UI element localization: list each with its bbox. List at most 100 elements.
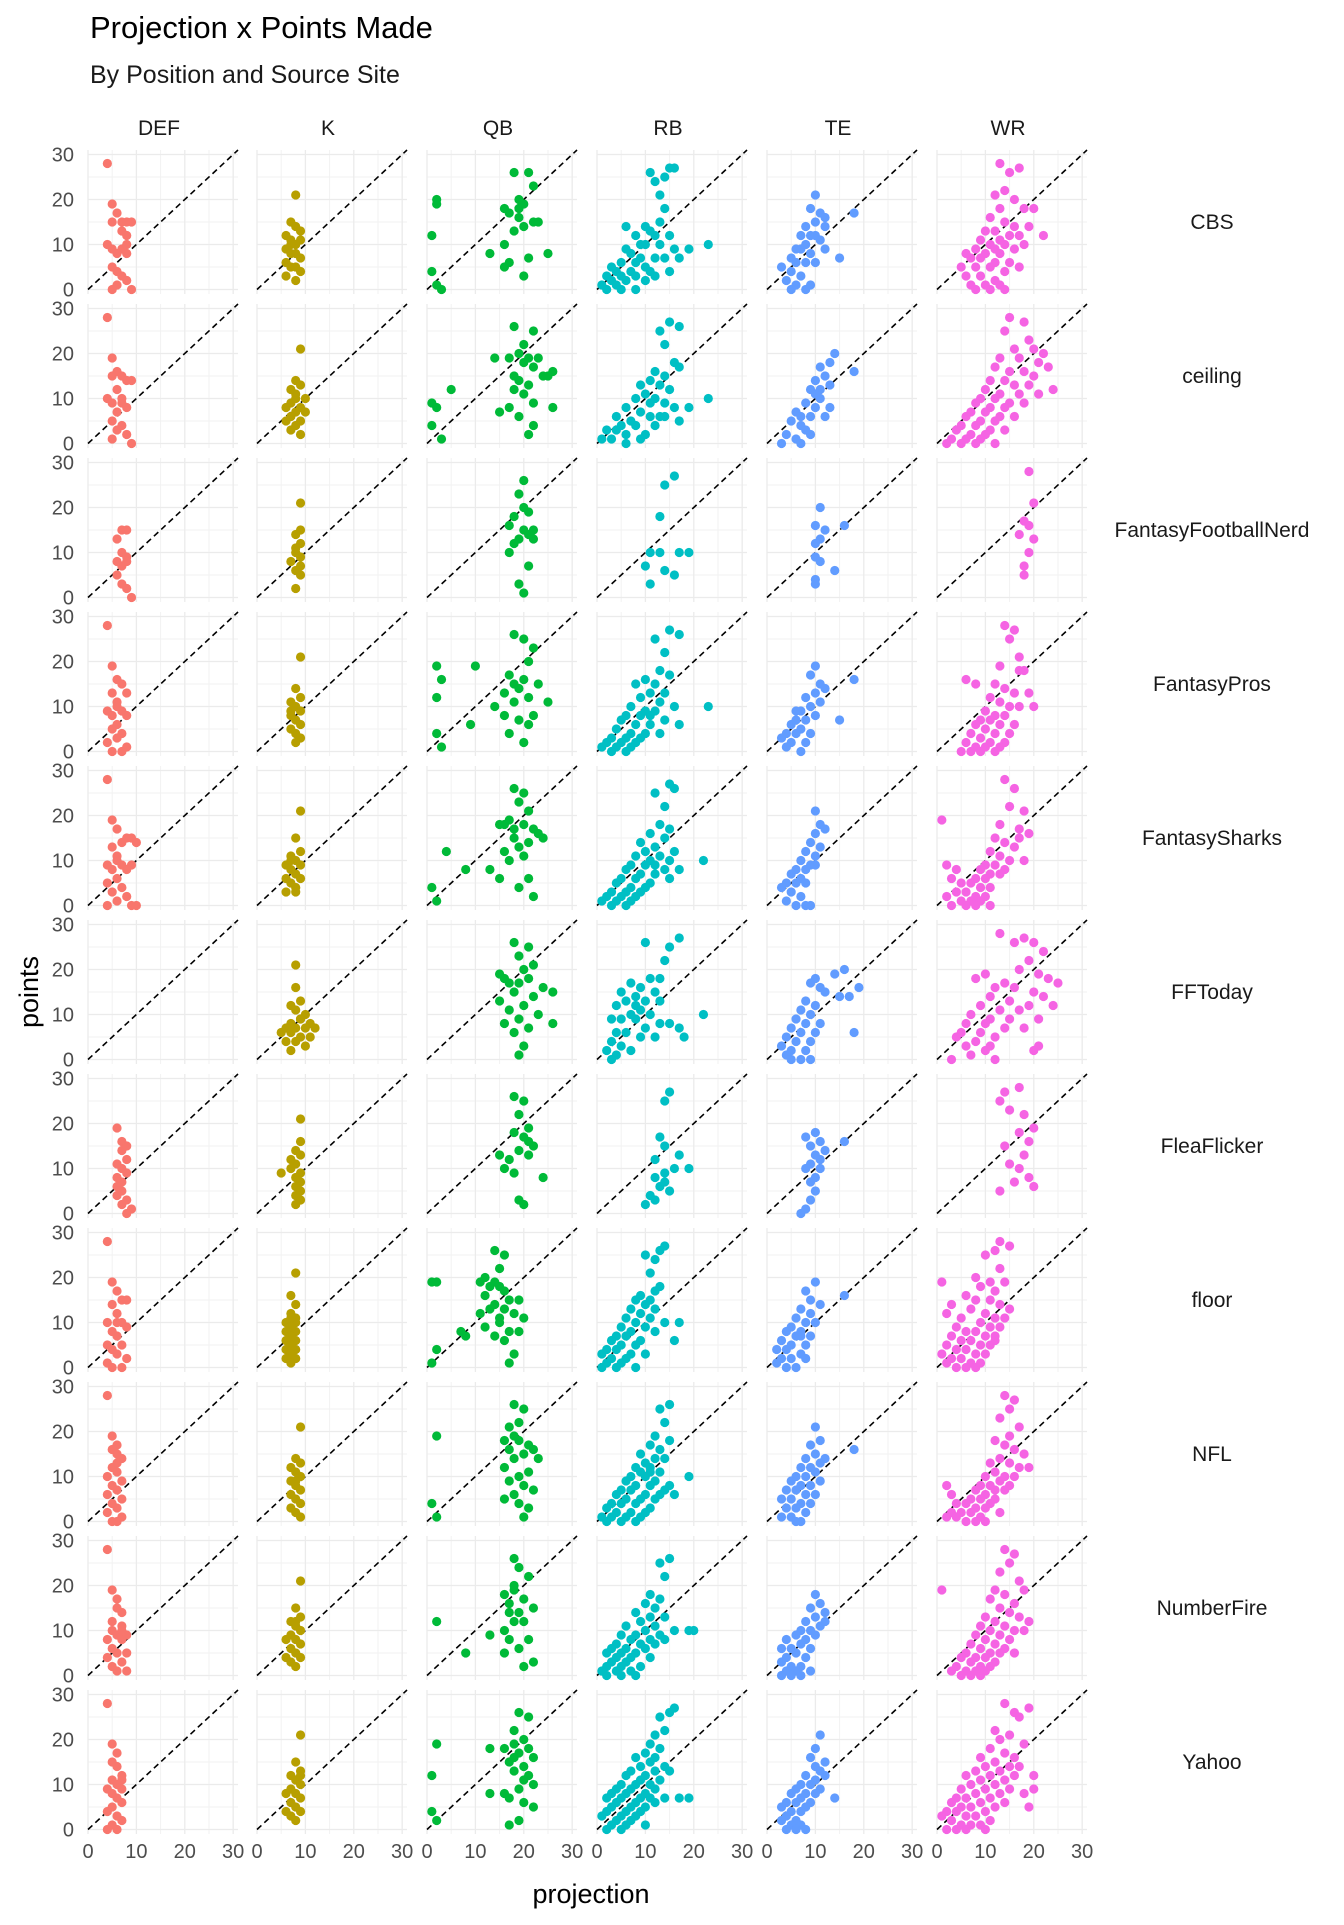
points-wr-fantasysharks — [937, 774, 1034, 911]
data-point — [107, 746, 117, 757]
data-point — [494, 1313, 505, 1323]
data-point — [801, 257, 811, 268]
data-point — [295, 860, 306, 870]
x-tick-label: 10 — [125, 1841, 147, 1863]
data-point — [980, 1761, 990, 1772]
panel-def-fftoday — [87, 919, 239, 1064]
data-point — [975, 746, 986, 757]
data-point — [524, 429, 534, 440]
data-point — [801, 1471, 811, 1482]
data-point — [650, 987, 660, 997]
data-point — [1034, 357, 1044, 368]
data-point — [640, 1643, 650, 1654]
data-point — [635, 710, 646, 721]
data-point — [102, 737, 112, 748]
data-point — [698, 1009, 709, 1020]
data-point — [791, 900, 801, 911]
reference-line — [426, 1073, 578, 1215]
data-point — [971, 1516, 981, 1527]
data-point — [1004, 855, 1015, 866]
data-point — [1004, 1304, 1015, 1314]
panel-k-yahoo — [256, 1689, 408, 1834]
y-axis-title: points — [14, 956, 44, 1028]
reference-line — [766, 149, 918, 291]
x-tick-label: 30 — [222, 1841, 244, 1863]
data-point — [300, 407, 310, 417]
data-point — [616, 1322, 626, 1332]
data-point — [1043, 973, 1053, 984]
data-point — [635, 380, 646, 390]
data-point — [805, 728, 816, 739]
data-point — [985, 284, 995, 295]
data-point — [1038, 991, 1049, 1002]
y-tick-label: 30 — [52, 915, 74, 937]
data-point — [631, 1516, 641, 1527]
data-point — [524, 973, 534, 984]
data-point — [107, 217, 117, 227]
data-point — [1019, 561, 1029, 571]
data-point — [660, 480, 670, 490]
reference-line — [766, 1689, 918, 1831]
data-point — [985, 375, 995, 386]
data-point — [791, 1036, 801, 1047]
points-te-fleaflicker — [796, 1127, 850, 1219]
data-point — [655, 217, 665, 227]
data-point — [796, 1462, 806, 1473]
data-point — [107, 1362, 117, 1373]
data-point — [801, 1163, 811, 1174]
data-point — [980, 1634, 990, 1645]
data-point — [631, 1498, 641, 1509]
x-tick-label: 20 — [683, 1841, 705, 1863]
y-tick-label: 20 — [52, 1114, 74, 1136]
data-point — [810, 1630, 820, 1640]
data-point — [122, 891, 132, 902]
data-point — [107, 1431, 117, 1441]
data-point — [281, 1634, 291, 1645]
data-point — [631, 1752, 641, 1763]
data-point — [810, 1743, 820, 1754]
data-point — [985, 1625, 995, 1636]
data-point — [112, 1748, 122, 1758]
data-point — [1009, 1395, 1020, 1405]
data-point — [776, 1815, 787, 1826]
data-point — [796, 1670, 806, 1681]
data-point — [112, 1467, 122, 1477]
data-point — [1009, 688, 1020, 698]
data-point — [810, 1000, 820, 1011]
data-point — [990, 982, 1000, 993]
data-point — [815, 1299, 825, 1310]
data-point — [295, 1625, 306, 1636]
data-point — [427, 1806, 437, 1817]
data-point — [631, 230, 641, 241]
data-point — [975, 882, 986, 893]
data-point — [995, 1186, 1005, 1196]
data-point — [975, 733, 986, 743]
data-point — [980, 873, 990, 884]
data-point — [504, 1422, 514, 1432]
data-point — [524, 719, 534, 730]
data-point — [786, 1054, 796, 1065]
data-point — [650, 1784, 660, 1794]
data-point — [995, 1453, 1005, 1464]
data-point — [660, 1177, 670, 1187]
points-qb-cbs — [427, 167, 553, 295]
x-axis-title: projection — [532, 1879, 649, 1909]
data-point — [674, 629, 684, 640]
panel-qb-cbs — [426, 149, 578, 294]
data-point — [514, 203, 524, 214]
data-point — [645, 398, 655, 408]
data-point — [432, 199, 442, 209]
data-point — [810, 1127, 820, 1138]
data-point — [660, 1096, 670, 1106]
data-point — [956, 1652, 966, 1663]
data-point — [528, 525, 539, 535]
data-point — [801, 737, 811, 748]
data-point — [1014, 1761, 1024, 1772]
data-point — [524, 1123, 534, 1133]
data-point — [781, 742, 791, 752]
data-point — [650, 788, 660, 798]
data-point — [1043, 362, 1053, 372]
data-point — [1014, 230, 1024, 241]
data-point — [1029, 371, 1039, 381]
data-point — [645, 1589, 655, 1600]
